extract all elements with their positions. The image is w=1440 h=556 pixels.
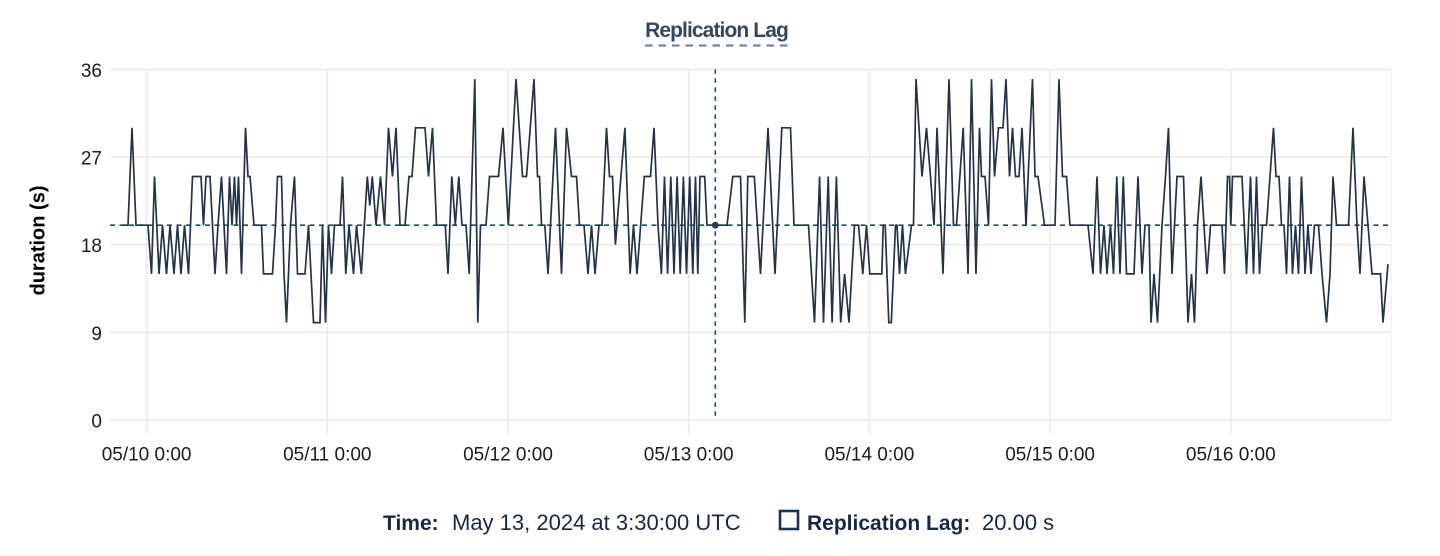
svg-text:05/13 0:00: 05/13 0:00 bbox=[644, 445, 734, 466]
svg-text:0: 0 bbox=[91, 412, 102, 433]
svg-text:05/12 0:00: 05/12 0:00 bbox=[463, 445, 553, 466]
svg-text:05/14 0:00: 05/14 0:00 bbox=[824, 445, 914, 466]
svg-text:duration (s): duration (s) bbox=[28, 186, 50, 296]
svg-text:36: 36 bbox=[81, 61, 102, 82]
svg-text:27: 27 bbox=[81, 149, 102, 170]
svg-text:9: 9 bbox=[91, 324, 102, 345]
svg-text:Time:: Time: bbox=[383, 512, 439, 535]
svg-text:20.00 s: 20.00 s bbox=[982, 510, 1054, 535]
svg-text:05/11 0:00: 05/11 0:00 bbox=[283, 445, 371, 466]
svg-text:05/10 0:00: 05/10 0:00 bbox=[102, 445, 192, 466]
svg-text:05/15 0:00: 05/15 0:00 bbox=[1005, 445, 1095, 466]
svg-text:05/16 0:00: 05/16 0:00 bbox=[1186, 445, 1276, 466]
svg-text:18: 18 bbox=[81, 236, 102, 257]
svg-text:Replication Lag: Replication Lag bbox=[645, 19, 788, 42]
svg-text:May 13, 2024 at 3:30:00 UTC: May 13, 2024 at 3:30:00 UTC bbox=[452, 510, 741, 535]
svg-text:Replication Lag:: Replication Lag: bbox=[807, 512, 970, 535]
